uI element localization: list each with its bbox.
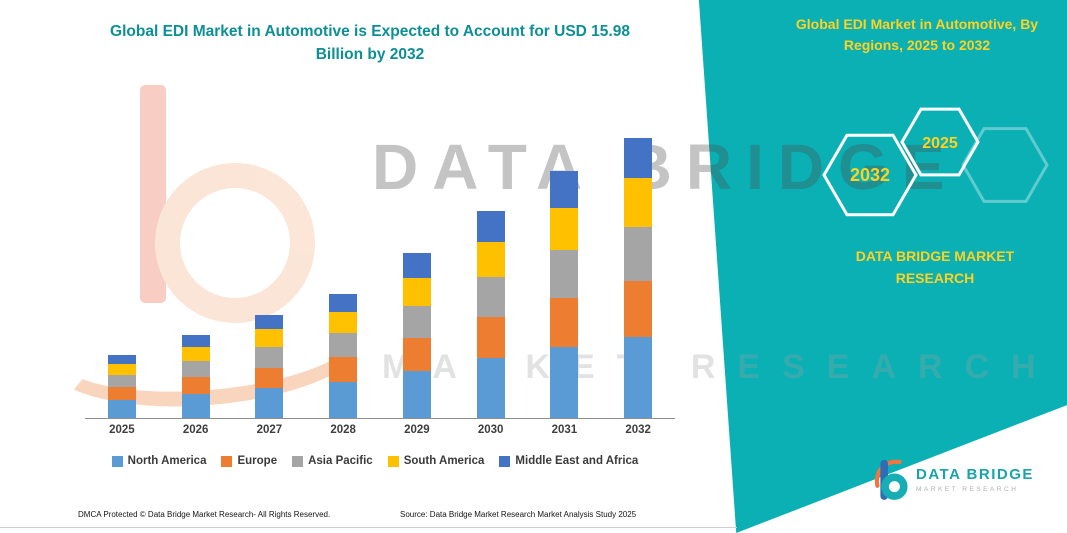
segment-asia-pacific [329, 333, 358, 358]
segment-north-america [624, 337, 653, 418]
segment-middle-east-and-africa [107, 354, 136, 364]
watermark-primary: DATA BRIDGE [372, 131, 959, 203]
x-label-2030: 2030 [477, 424, 504, 436]
legend-item-north-america: North America [111, 455, 207, 467]
legend: North America Europe Asia Pacific South Ame… [55, 455, 695, 467]
dmca-notice: DMCA Protected © Data Bridge Market Rese… [78, 510, 331, 519]
segment-north-america [181, 393, 210, 418]
segment-asia-pacific [550, 250, 579, 298]
x-axis-labels: 2025 2026 2027 2028 2029 2030 2031 2032 [85, 424, 675, 436]
bar-2032 [624, 138, 653, 418]
company-logo-name: DATA BRIDGE [916, 465, 1034, 483]
segment-south-america [329, 311, 358, 334]
company-logo-glyph [874, 459, 908, 500]
segment-europe [181, 377, 210, 394]
x-label-2029: 2029 [404, 424, 430, 436]
segment-north-america [550, 347, 579, 418]
segment-south-america [476, 241, 505, 278]
segment-middle-east-and-africa [329, 293, 358, 312]
x-label-2027: 2027 [256, 424, 283, 436]
segment-middle-east-and-africa [624, 138, 653, 179]
bar-2029 [402, 253, 431, 418]
segment-asia-pacific [476, 277, 505, 318]
x-label-2032: 2032 [625, 424, 651, 436]
brand-text: DATA BRIDGE MARKET RESEARCH [800, 246, 1067, 289]
segment-asia-pacific [181, 361, 210, 378]
segment-asia-pacific [107, 374, 136, 388]
legend-swatch-middle-east-and-africa [499, 455, 511, 467]
segment-middle-east-and-africa [402, 253, 431, 278]
hexagon-2032-label: 2032 [850, 165, 890, 185]
legend-swatch-north-america [111, 455, 123, 467]
chart-title-line1: Global EDI Market in Automotive is Expec… [110, 23, 630, 40]
segment-europe [255, 367, 284, 389]
segment-middle-east-and-africa [255, 314, 284, 330]
legend-label-south-america: South America [403, 455, 485, 467]
segment-south-america [402, 277, 431, 306]
segment-middle-east-and-africa [181, 334, 210, 347]
background-logo-watermark [38, 75, 378, 420]
segment-south-america [624, 178, 653, 228]
segment-north-america [476, 358, 505, 418]
hexagon-year-badges: 2032 2025 [822, 107, 1049, 217]
hexagon-2032 [822, 133, 918, 217]
legend-item-europe: Europe [221, 455, 277, 467]
segment-asia-pacific [402, 305, 431, 338]
segment-europe [107, 387, 136, 400]
segment-europe [402, 337, 431, 371]
legend-label-middle-east-and-africa: Middle East and Africa [515, 455, 639, 467]
segment-europe [329, 357, 358, 383]
segment-north-america [255, 388, 284, 418]
brand-text-line2: RESEARCH [895, 269, 975, 286]
legend-item-asia-pacific: Asia Pacific [292, 455, 373, 467]
segment-north-america [107, 399, 136, 418]
bar-2030 [476, 211, 505, 418]
segment-south-america [107, 363, 136, 375]
source-note: Source: Data Bridge Market Research Mark… [400, 510, 637, 519]
x-label-2026: 2026 [182, 424, 209, 436]
legend-swatch-europe [221, 455, 233, 467]
segment-middle-east-and-africa [550, 170, 579, 208]
brand-text-line1: DATA BRIDGE MARKET [855, 248, 1015, 264]
segment-north-america [329, 382, 358, 418]
side-panel-title-line1: Global EDI Market in Automotive, By [795, 16, 1039, 32]
segment-europe [476, 317, 505, 359]
bar-2027 [255, 314, 284, 418]
segment-europe [624, 281, 653, 338]
bar-2025 [107, 354, 136, 418]
segment-south-america [550, 207, 579, 251]
logo-bowl-icon [881, 473, 908, 500]
legend-swatch-asia-pacific [292, 455, 304, 467]
segment-north-america [402, 370, 431, 418]
legend-label-asia-pacific: Asia Pacific [308, 455, 373, 467]
legend-swatch-south-america [387, 455, 399, 467]
legend-item-middle-east-and-africa: Middle East and Africa [499, 455, 638, 467]
bar-2028 [329, 293, 358, 418]
legend-item-south-america: South America [387, 455, 485, 467]
bar-2031 [550, 170, 579, 418]
side-panel-title: Global EDI Market in Automotive, By Regi… [785, 14, 1049, 56]
segment-south-america [255, 329, 284, 348]
segment-asia-pacific [255, 347, 284, 368]
segment-south-america [181, 346, 210, 362]
company-logo-subtitle: MARKET RESEARCH [916, 485, 1019, 493]
plot [85, 120, 675, 419]
x-label-2028: 2028 [330, 424, 356, 436]
bar-2026 [181, 334, 210, 418]
chart-title: Global EDI Market in Automotive is Expec… [70, 20, 670, 67]
segment-middle-east-and-africa [476, 211, 505, 242]
company-logo: DATA BRIDGE MARKET RESEARCH [874, 456, 1034, 502]
legend-label-north-america: North America [127, 455, 207, 467]
segment-asia-pacific [624, 227, 653, 282]
legend-label-europe: Europe [237, 455, 278, 467]
hexagon-2025-label: 2025 [922, 135, 958, 152]
footer-divider [0, 527, 737, 528]
x-label-2025: 2025 [109, 424, 135, 436]
chart-title-line2: Billion by 2032 [315, 46, 425, 64]
side-panel-title-line2: Regions, 2025 to 2032 [843, 37, 991, 53]
hexagon-2025 [900, 107, 980, 177]
segment-europe [550, 297, 579, 347]
x-label-2031: 2031 [551, 424, 578, 436]
